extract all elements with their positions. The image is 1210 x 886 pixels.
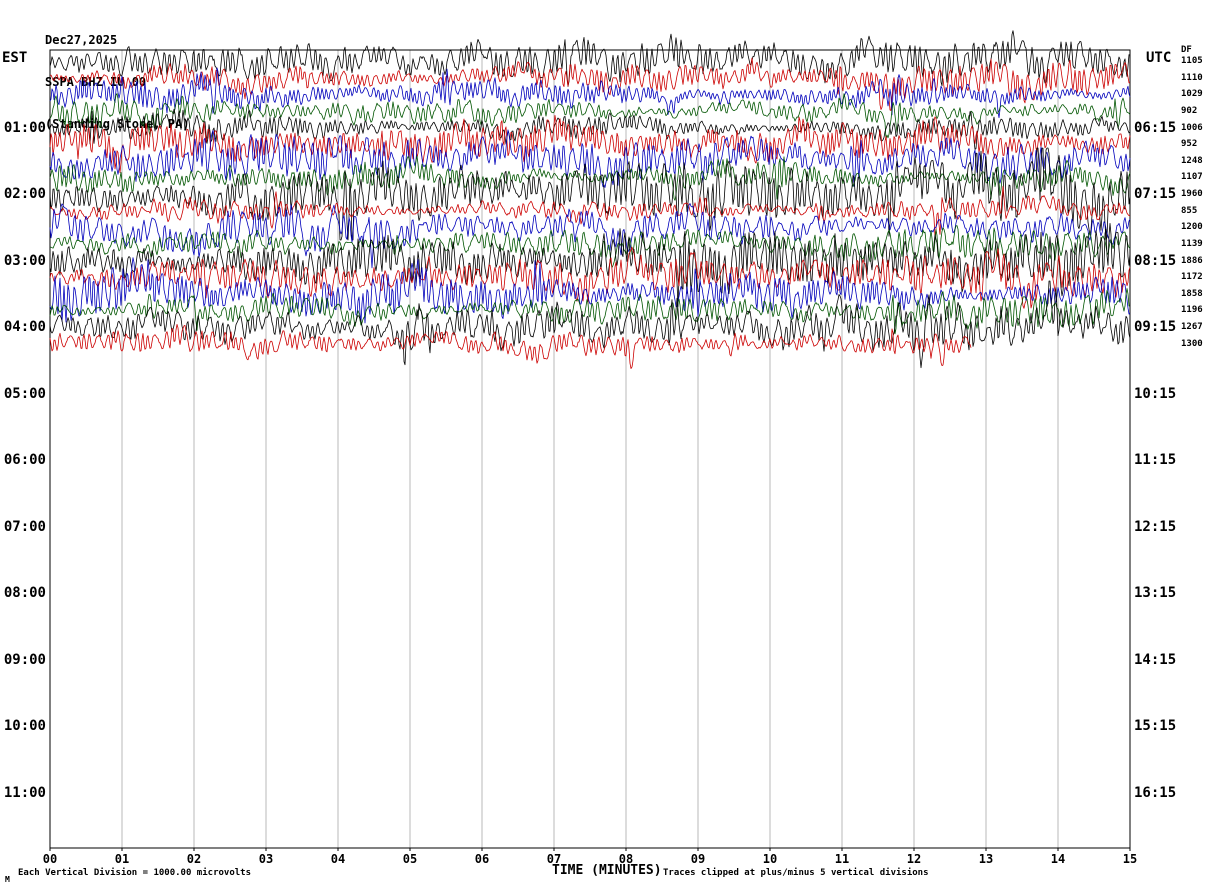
x-tick-label: 15	[1122, 852, 1138, 866]
x-tick-label: 09	[690, 852, 706, 866]
x-axis-label: TIME (MINUTES)	[552, 863, 662, 878]
trace-amplitude-value: 1110	[1181, 73, 1203, 83]
right-time-label: 10:15	[1134, 386, 1177, 402]
seismo-trace	[49, 129, 1131, 188]
trace-amplitude-value: 1006	[1181, 123, 1203, 133]
x-tick-label: 02	[186, 852, 202, 866]
right-time-label: 06:15	[1134, 120, 1177, 136]
seismo-trace	[49, 108, 1131, 150]
plot-header: Dec27,2025 SSPA BHZ IU 00 (Standing Ston…	[45, 5, 190, 145]
seismo-trace	[49, 147, 1131, 241]
seismo-trace	[49, 246, 1131, 309]
seismo-trace	[49, 225, 1131, 268]
trace-amplitude-value: 1300	[1181, 339, 1203, 349]
seismo-trace	[49, 185, 1131, 238]
clip-note: Traces clipped at plus/minus 5 vertical …	[663, 868, 929, 878]
header-station: SSPA BHZ IU 00	[45, 75, 147, 89]
plot-border	[49, 49, 1131, 849]
x-tick-label: 11	[834, 852, 850, 866]
trace-amplitude-value: 1139	[1181, 239, 1203, 249]
seismo-trace	[49, 115, 1131, 174]
x-tick-label: 07	[546, 852, 562, 866]
left-time-label: 01:00	[3, 120, 46, 136]
trace-amplitude-value: 1200	[1181, 222, 1203, 232]
seismo-trace	[49, 67, 1131, 119]
seismo-trace	[49, 57, 1131, 111]
trace-amplitude-value: 1858	[1181, 289, 1203, 299]
trace-amplitude-value: 1960	[1181, 189, 1203, 199]
x-tick-label: 14	[1050, 852, 1066, 866]
x-tick-label: 05	[402, 852, 418, 866]
left-time-label: 05:00	[3, 386, 46, 402]
right-time-label: 12:15	[1134, 519, 1177, 535]
trace-amplitude-value: 1029	[1181, 89, 1203, 99]
left-time-label: 06:00	[3, 452, 46, 468]
right-time-label: 09:15	[1134, 319, 1177, 335]
left-time-label: 08:00	[3, 585, 46, 601]
header-date: Dec27,2025	[45, 33, 118, 47]
x-tick-label: 10	[762, 852, 778, 866]
x-tick-label: 01	[114, 852, 130, 866]
right-column-header: DF	[1181, 45, 1192, 55]
seismo-trace	[49, 280, 1131, 369]
trace-amplitude-value: 1267	[1181, 322, 1203, 332]
x-tick-label: 13	[978, 852, 994, 866]
trace-amplitude-value: 1886	[1181, 256, 1203, 266]
trace-amplitude-value: 1105	[1181, 56, 1203, 66]
trace-amplitude-value: 902	[1181, 106, 1198, 116]
right-time-label: 11:15	[1134, 452, 1177, 468]
right-time-label: 15:15	[1134, 718, 1177, 734]
left-time-label: 10:00	[3, 718, 46, 734]
x-tick-label: 06	[474, 852, 490, 866]
x-tick-label: 12	[906, 852, 922, 866]
trace-amplitude-value: 1172	[1181, 272, 1203, 282]
left-axis-title: EST	[2, 50, 28, 66]
seismo-trace	[49, 203, 1131, 269]
right-time-label: 07:15	[1134, 186, 1177, 202]
trace-amplitude-value: 952	[1181, 139, 1198, 149]
seismo-trace	[49, 30, 1131, 87]
seismo-trace	[49, 93, 1131, 140]
left-time-label: 03:00	[3, 253, 46, 269]
left-time-label: 09:00	[3, 652, 46, 668]
header-location: (Standing Stone, PA)	[45, 117, 190, 131]
trace-amplitude-value: 1107	[1181, 172, 1203, 182]
right-time-label: 08:15	[1134, 253, 1177, 269]
right-time-label: 13:15	[1134, 585, 1177, 601]
trace-amplitude-value: 855	[1181, 206, 1198, 216]
seismo-trace	[49, 288, 1131, 335]
right-time-label: 14:15	[1134, 652, 1177, 668]
x-tick-label: 04	[330, 852, 346, 866]
scale-note: Each Vertical Division = 1000.00 microvo…	[18, 868, 251, 878]
corner-mark: M	[5, 875, 10, 884]
x-tick-label: 00	[42, 852, 58, 866]
right-time-label: 16:15	[1134, 785, 1177, 801]
x-tick-label: 08	[618, 852, 634, 866]
left-time-label: 02:00	[3, 186, 46, 202]
seismo-trace	[49, 222, 1131, 307]
trace-amplitude-value: 1196	[1181, 305, 1203, 315]
seismo-trace	[49, 323, 972, 370]
x-tick-label: 03	[258, 852, 274, 866]
seismo-trace	[49, 155, 1131, 201]
right-axis-title: UTC	[1146, 50, 1172, 66]
trace-amplitude-value: 1248	[1181, 156, 1203, 166]
left-time-label: 11:00	[3, 785, 46, 801]
left-time-label: 04:00	[3, 319, 46, 335]
left-time-label: 07:00	[3, 519, 46, 535]
seismo-trace	[49, 257, 1131, 324]
